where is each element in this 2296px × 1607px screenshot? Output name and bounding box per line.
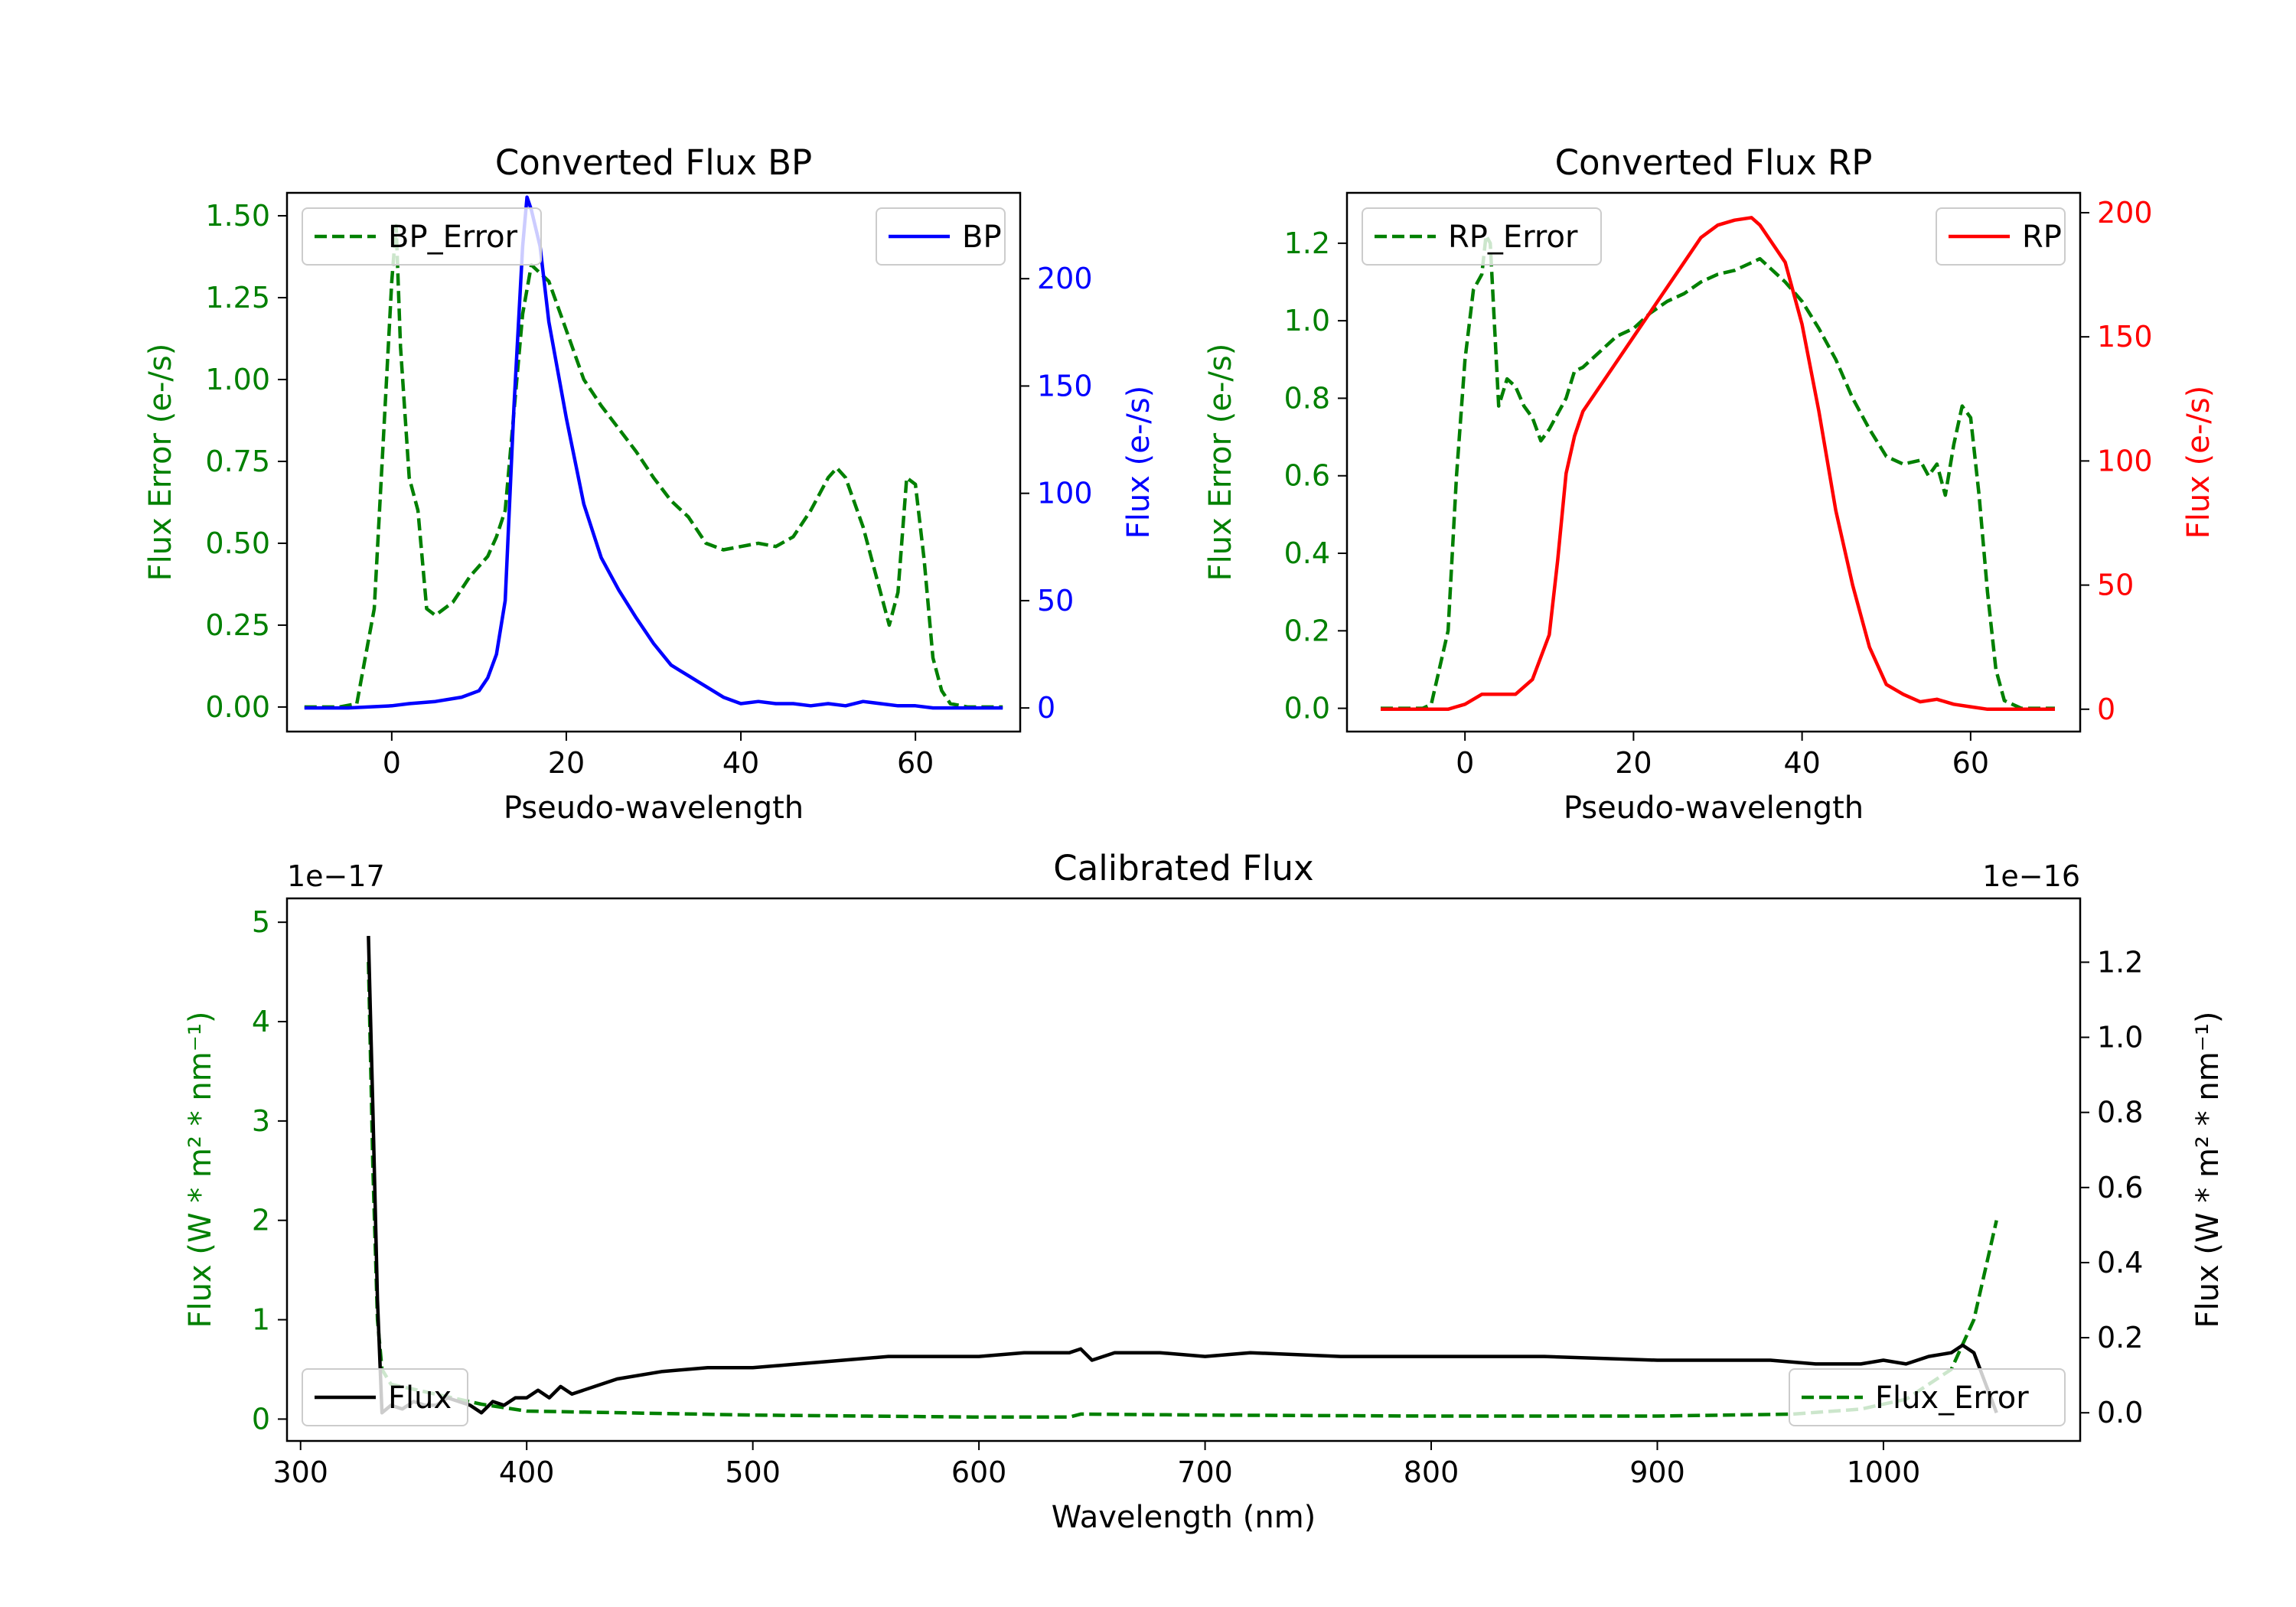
- series-line-bp-error: [304, 223, 1003, 709]
- x-tick-label: 800: [1404, 1455, 1459, 1489]
- y-left-tick-label: 1: [252, 1303, 270, 1337]
- axes-frame: [1345, 191, 2082, 733]
- y-left-tick-label: 1.25: [205, 281, 270, 315]
- y-left-offset-text: 1e−17: [287, 859, 385, 893]
- legend-box: [302, 1368, 468, 1426]
- y-left-axis-label: Flux (W * m² * nm⁻¹): [183, 1012, 218, 1328]
- x-tick-label: 60: [1952, 746, 1989, 780]
- series-line-bp: [304, 195, 1003, 710]
- x-axis-label: Wavelength (nm): [1052, 1500, 1316, 1535]
- x-tick-label: 400: [499, 1455, 555, 1489]
- y-right-tick-label: 0.4: [2097, 1246, 2143, 1279]
- legend-box: [1789, 1368, 2066, 1426]
- chart-panel-3: 300 400 500 600 700 800 900 1000 0 1 2 3 4 5 0.0 0.2 0.4…: [183, 848, 2226, 1535]
- y-left-axis-label: Flux Error (e-/s): [143, 344, 178, 582]
- x-tick-label: 40: [722, 746, 759, 780]
- y-right-tick-label: 0: [2097, 693, 2115, 726]
- y-left-tick-label: 0.8: [1284, 381, 1330, 415]
- axes-frame: [285, 191, 1022, 733]
- y-left-tick-label: 1.50: [205, 199, 270, 233]
- y-left-tick-label: 0.00: [205, 690, 270, 724]
- y-right-tick-label: 50: [2097, 569, 2134, 602]
- y-left-tick-label: 5: [252, 905, 270, 939]
- x-tick-label: 40: [1783, 746, 1820, 780]
- chart-title: Calibrated Flux: [1053, 848, 1313, 888]
- y-left-tick-label: 0.6: [1284, 459, 1330, 493]
- legend-bp: BP: [876, 207, 1006, 266]
- legend-label: BP: [962, 220, 1002, 255]
- y-right-tick-label: 200: [2097, 196, 2153, 230]
- legend-box: [1362, 207, 1602, 266]
- y-right-tick-label: 1.0: [2097, 1021, 2143, 1054]
- y-left-tick-label: 1.00: [205, 363, 270, 396]
- y-right-tick-label: 1.2: [2097, 945, 2143, 979]
- y-right-tick-label: 150: [1037, 369, 1093, 403]
- series-line-flux: [367, 936, 1998, 1415]
- y-right-tick-label: 200: [1037, 262, 1093, 295]
- chart-title: Converted Flux RP: [1555, 142, 1873, 183]
- y-right-tick-label: 0.6: [2097, 1171, 2143, 1204]
- y-left-tick-label: 4: [252, 1005, 270, 1038]
- legend-rp: RP: [1936, 207, 2066, 266]
- series-line-rp-error: [1381, 233, 2055, 710]
- y-right-offset-text: 1e−16: [1982, 859, 2080, 893]
- y-left-tick-label: 0.75: [205, 445, 270, 478]
- y-left-tick-label: 3: [252, 1104, 270, 1138]
- y-left-tick-label: 2: [252, 1204, 270, 1237]
- y-left-axis-label: Flux Error (e-/s): [1203, 344, 1238, 582]
- y-left-tick-label: 0: [252, 1402, 270, 1436]
- y-right-tick-label: 150: [2097, 320, 2153, 354]
- y-right-axis-label: Flux (W * m² * nm⁻¹): [2190, 1012, 2226, 1328]
- y-right-axis-label: Flux (e-/s): [1121, 386, 1156, 539]
- y-right-tick-label: 0.0: [2097, 1396, 2143, 1429]
- chart-panel-1: 0 20 40 60 0.00 0.25 0.50 0.75 1.00 1.25 1.50 0 50 10…: [143, 142, 1156, 826]
- legend-box: [302, 207, 542, 266]
- x-tick-label: 1000: [1847, 1455, 1921, 1489]
- series-line-flux-error: [367, 962, 1998, 1420]
- x-tick-label: 60: [897, 746, 934, 780]
- x-tick-label: 0: [1456, 746, 1474, 780]
- legend-label: RP_Error: [1448, 220, 1578, 255]
- y-right-tick-label: 0.2: [2097, 1321, 2143, 1354]
- y-left-tick-label: 1.0: [1284, 304, 1330, 337]
- x-tick-label: 600: [951, 1455, 1007, 1489]
- y-right-tick-label: 0.8: [2097, 1096, 2143, 1129]
- x-tick-label: 0: [383, 746, 401, 780]
- legend-rp-error: RP_Error: [1362, 207, 1602, 266]
- y-left-tick-label: 0.4: [1284, 536, 1330, 570]
- y-left-tick-label: 0.50: [205, 526, 270, 560]
- legend-flux-error: Flux_Error: [1789, 1368, 2066, 1426]
- chart-title: Converted Flux BP: [495, 142, 812, 183]
- y-right-tick-label: 100: [2097, 444, 2153, 478]
- x-tick-label: 20: [1615, 746, 1652, 780]
- legend-flux: Flux: [302, 1368, 468, 1426]
- y-right-tick-label: 100: [1037, 477, 1093, 510]
- x-tick-label: 700: [1177, 1455, 1233, 1489]
- x-tick-label: 20: [548, 746, 585, 780]
- axes-frame: [285, 897, 2082, 1442]
- legend-label: Flux_Error: [1875, 1380, 2029, 1416]
- y-left-tick-label: 0.2: [1284, 614, 1330, 647]
- x-tick-label: 300: [272, 1455, 328, 1489]
- chart-panel-2: 0 20 40 60 0.0 0.2 0.4 0.6 0.8 1.0 1.2 0 50 100 150 200…: [1203, 142, 2216, 826]
- x-axis-label: Pseudo-wavelength: [504, 790, 804, 826]
- y-left-tick-label: 0.25: [205, 608, 270, 642]
- legend-label: BP_Error: [388, 220, 518, 255]
- y-right-tick-label: 50: [1037, 584, 1074, 618]
- y-left-tick-label: 0.0: [1284, 692, 1330, 725]
- series-line-rp: [1381, 216, 2055, 712]
- y-right-axis-label: Flux (e-/s): [2181, 386, 2216, 539]
- x-tick-label: 500: [725, 1455, 781, 1489]
- x-tick-label: 900: [1629, 1455, 1685, 1489]
- legend-bp-error: BP_Error: [302, 207, 542, 266]
- legend-label: RP: [2022, 220, 2062, 255]
- x-axis-label: Pseudo-wavelength: [1564, 790, 1864, 826]
- y-right-tick-label: 0: [1037, 691, 1055, 725]
- y-left-tick-label: 1.2: [1284, 227, 1330, 260]
- legend-label: Flux: [388, 1380, 452, 1416]
